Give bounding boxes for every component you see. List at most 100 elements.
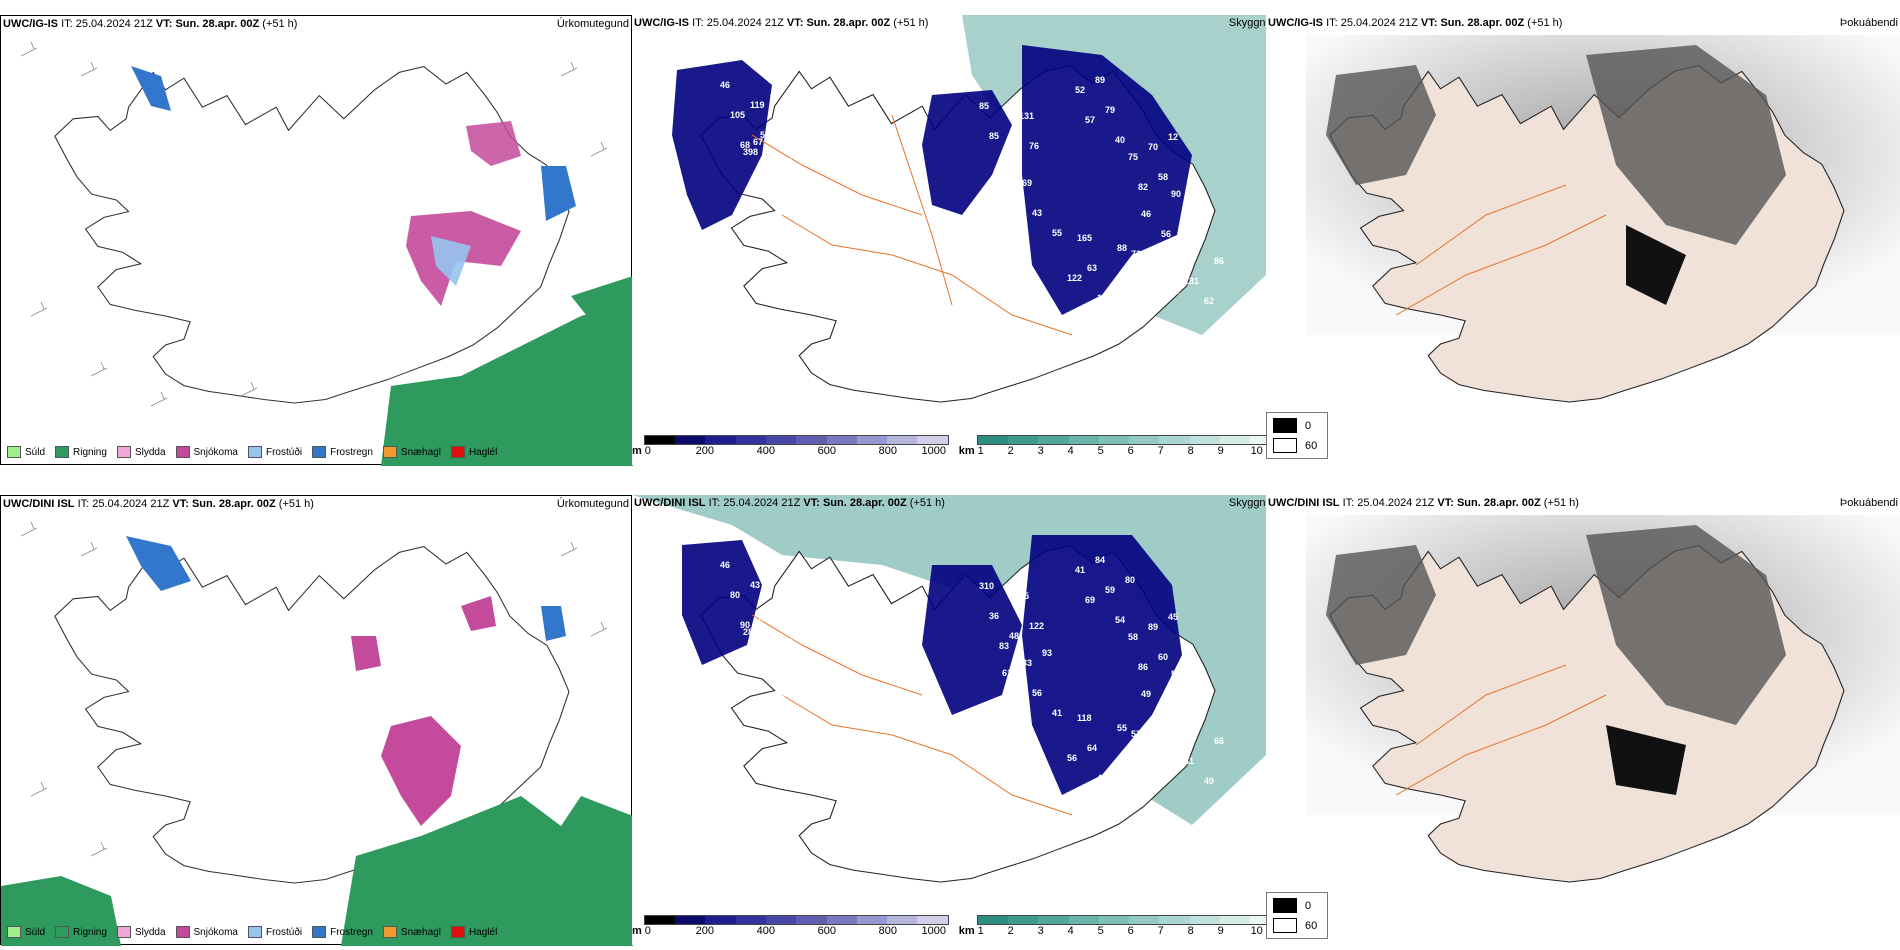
ceiling-value-label: 88	[1117, 243, 1128, 253]
ceiling-value-label: 45	[1168, 612, 1179, 622]
wind-barbs	[20, 521, 608, 857]
ceiling-value-label: 398	[743, 147, 759, 157]
ceiling-value-label: 131	[1184, 276, 1200, 286]
ceiling-map-igis	[672, 15, 1266, 403]
precip-map-igis	[20, 41, 633, 466]
legend-item: Rigning	[55, 926, 107, 938]
fog-map-igis	[1306, 35, 1900, 403]
legend-item: Slydda	[116, 446, 166, 458]
ceiling-value-label: 63	[1087, 263, 1098, 273]
ceiling-value-label: 90	[1171, 189, 1182, 199]
ceiling-colorbar: m 0 200 400 600 800 1000 km 1 2 3	[632, 915, 1282, 937]
ceiling-value-label: 118	[1077, 713, 1092, 723]
ceiling-value-label: 80	[773, 607, 784, 617]
ceiling-value-label: 90	[740, 620, 751, 630]
ceiling-value-label: 80	[730, 590, 741, 600]
ceiling-value-label: 54	[1171, 669, 1182, 679]
ceiling-value-label: 118	[1012, 698, 1027, 708]
ceiling-value-label: 55	[760, 130, 771, 140]
ceiling-value-label: 45	[793, 187, 804, 197]
ceiling-value-label: 103	[763, 167, 779, 177]
ceiling-value-label: 64	[816, 224, 827, 234]
ceiling-value-label: 49	[1141, 689, 1152, 699]
ceiling-value-label: 69	[1085, 595, 1096, 605]
ceiling-value-label: 46	[1141, 209, 1152, 219]
ceiling-panel-igis: UWC/IG-IS IT: 25.04.2024 21Z VT: Sun. 28…	[632, 15, 1282, 465]
panel-type-label: Úrkomutegund	[556, 498, 629, 510]
ceiling-value-label: 43	[1032, 208, 1043, 218]
ceiling-value-label: 88	[1181, 699, 1192, 709]
ceiling-value-label: 310	[979, 581, 995, 591]
precip-map-dini	[1, 521, 633, 946]
precip-legend: Súld Rigning Slydda Snjókoma Frostúði Fr…	[7, 446, 497, 458]
fog-panel-dini: UWC/DINI ISL IT: 25.04.2024 21Z VT: Sun.…	[1266, 495, 1900, 945]
low-ceiling-areas	[672, 45, 1192, 315]
ceiling-value-label: 82	[1138, 182, 1149, 192]
ceiling-value-label: 80	[1125, 575, 1136, 585]
ceiling-value-label: 55	[1052, 228, 1063, 238]
freezing-rain-areas	[126, 536, 566, 641]
ceiling-value-label: 70	[1148, 142, 1159, 152]
ceiling-value-label: 119	[750, 100, 765, 110]
rain-areas	[381, 276, 633, 466]
ceiling-value-label: 86	[1138, 662, 1149, 672]
ceiling-value-label: 46	[720, 560, 731, 570]
ceiling-value-label: 147	[1181, 219, 1197, 229]
ceiling-value-label: 75	[1128, 152, 1139, 162]
rain-areas	[1, 796, 633, 946]
panel-type-label: Skyggni	[1228, 17, 1268, 29]
legend-item: Snjókoma	[175, 446, 238, 458]
header-dini-ceiling: UWC/DINI ISL IT: 25.04.2024 21Z VT: Sun.…	[634, 497, 945, 509]
ceiling-value-label: 93	[1042, 648, 1053, 658]
ceiling-value-label: 60	[786, 684, 797, 694]
ceiling-value-label: 89	[1148, 622, 1159, 632]
legend-item: Snjókoma	[175, 926, 238, 938]
road-network	[751, 614, 1073, 816]
legend-item: Frostregn	[312, 926, 373, 938]
legend-item: Haglél	[450, 926, 497, 938]
ceiling-value-label: 41	[1052, 708, 1063, 718]
ceiling-value-label: 60	[1158, 652, 1169, 662]
ceiling-value-label: 42	[770, 570, 781, 580]
ceiling-value-label: 65	[786, 204, 797, 214]
ceiling-value-label: 93	[763, 647, 774, 657]
road-network	[751, 114, 1073, 336]
ceiling-value-label: 72	[1131, 249, 1142, 259]
ceiling-labels-dini: 46 56 60 48 41 41 58 59 49 55 80 93 73 75 61 69 86 54 66 56…	[680, 540, 1240, 800]
ceiling-value-label: 49	[1204, 776, 1215, 786]
ceiling-value-label: 62	[1204, 296, 1215, 306]
ceiling-value-label: 69	[1022, 178, 1033, 188]
ceiling-value-label: 55	[1117, 723, 1128, 733]
precip-type-panel-igis: UWC/IG-IS IT: 25.04.2024 21Z VT: Sun. 28…	[0, 15, 633, 466]
ceiling-value-label: 105	[730, 110, 746, 120]
ceiling-value-label: 68	[740, 140, 751, 150]
ceiling-value-label: 85	[979, 101, 990, 111]
header-dini-precip: UWC/DINI ISL IT: 25.04.2024 21Z VT: Sun.…	[3, 498, 314, 510]
ceiling-scale-cells	[643, 435, 949, 445]
ceiling-value-label: 59	[1105, 585, 1116, 595]
ceiling-value-label: 86	[806, 194, 817, 204]
ceiling-value-label: 59	[1161, 709, 1172, 719]
ceiling-value-label: 66	[1164, 766, 1175, 776]
ceiling-value-label: 40	[1115, 135, 1126, 145]
ceiling-value-label: 61	[1002, 668, 1013, 678]
fog-shading	[1326, 45, 1786, 245]
ceiling-labels-igis: 46 67 65 61 55 52 75 56 62 88 105 103 124 131 55 57 82 90…	[680, 60, 1240, 320]
ceiling-value-label: 84	[1095, 555, 1106, 565]
ceiling-value-label: 42	[770, 90, 781, 100]
ceiling-value-label: 36	[989, 611, 1000, 621]
ceiling-value-label: 165	[1077, 233, 1093, 243]
freezing-rain-areas	[131, 66, 576, 221]
ceiling-value-label: 55	[760, 610, 771, 620]
ceiling-value-label: 285	[743, 627, 759, 637]
ceiling-value-label: 56	[1067, 753, 1078, 763]
snow-areas	[406, 121, 521, 306]
ceiling-panel-dini: UWC/DINI ISL IT: 25.04.2024 21Z VT: Sun.…	[632, 495, 1282, 945]
ceiling-value-label: 55	[1002, 188, 1013, 198]
ceiling-value-label: 44	[766, 184, 777, 194]
precip-type-panel-dini: UWC/DINI ISL IT: 25.04.2024 21Z VT: Sun.…	[0, 495, 633, 946]
ceiling-value-label: 73	[796, 714, 807, 724]
ceiling-value-label: 79	[1105, 105, 1116, 115]
ceiling-colorbar: m 0 200 400 600 800 1000 km 1 2 3	[632, 435, 1282, 457]
ceiling-value-label: 76	[806, 674, 817, 684]
